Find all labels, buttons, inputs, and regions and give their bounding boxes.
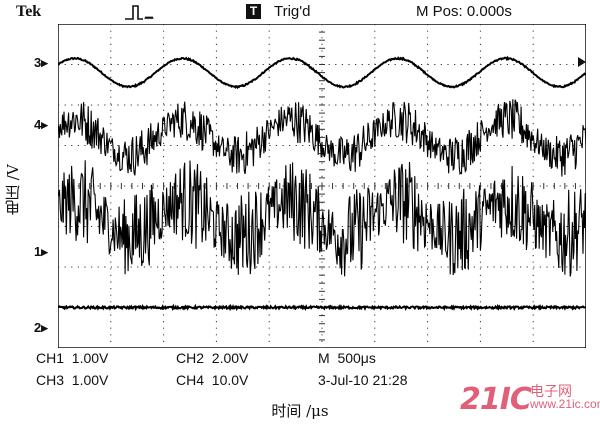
channel-4-marker-label: 4: [34, 117, 42, 132]
ch3-scale: CH3 1.00V: [36, 372, 109, 388]
trigger-badge: T: [246, 4, 261, 19]
ch2-scale: CH2 2.00V: [176, 350, 249, 366]
trigger-status: Trig'd: [274, 3, 311, 20]
brand-logo: Tek: [16, 3, 42, 20]
ch4-scale: CH4 10.0V: [176, 372, 249, 388]
x-axis-label: 时间 /μs: [271, 402, 329, 420]
trigger-level-arrow-icon: [578, 57, 586, 67]
channel-1-marker: 1▸: [34, 244, 48, 259]
scope-screen: [58, 24, 586, 348]
date-readout: 3-Jul-10 21:28: [318, 372, 408, 388]
m-pos-readout: M Pos: 0.000s: [416, 3, 512, 20]
channel-3-marker-label: 3: [34, 55, 42, 70]
watermark-cn: 电子网: [530, 383, 572, 399]
traces: [58, 55, 586, 312]
ch1-scale: CH1 1.00V: [36, 350, 109, 366]
watermark-url: www.21ic.com: [530, 397, 600, 411]
channel-1-marker-label: 1: [34, 244, 42, 259]
timebase-readout: M 500μs: [318, 350, 376, 366]
trace-ch3: [58, 55, 586, 90]
trace-ch1: [58, 160, 586, 277]
channel-2-marker: 2▸: [34, 320, 48, 335]
channel-2-marker-label: 2: [34, 320, 42, 335]
trace-ch4: [58, 99, 586, 177]
pulse-icon: [125, 5, 154, 20]
watermark-logo: 21IC: [460, 382, 532, 417]
channel-3-marker: 3▸: [34, 55, 48, 70]
y-axis-label: 电压 /V: [4, 164, 22, 216]
trace-ch2: [58, 303, 586, 312]
channel-4-marker: 4▸: [34, 117, 48, 132]
